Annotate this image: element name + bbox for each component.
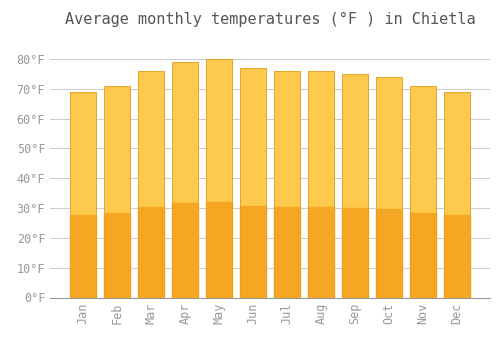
- Bar: [240, 68, 266, 298]
- Bar: [206, 59, 232, 298]
- Bar: [172, 62, 198, 298]
- Bar: [104, 213, 130, 298]
- Bar: [342, 74, 368, 298]
- Bar: [104, 86, 130, 298]
- Bar: [376, 209, 402, 298]
- Bar: [138, 71, 164, 297]
- Bar: [70, 215, 96, 298]
- Bar: [206, 202, 232, 298]
- Bar: [240, 68, 266, 298]
- Bar: [376, 77, 402, 298]
- Bar: [70, 92, 96, 298]
- Bar: [410, 213, 436, 298]
- Bar: [444, 215, 470, 298]
- Bar: [172, 203, 198, 298]
- Bar: [274, 71, 300, 297]
- Bar: [410, 86, 436, 298]
- Bar: [240, 206, 266, 298]
- Bar: [104, 86, 130, 298]
- Bar: [308, 71, 334, 297]
- Bar: [308, 71, 334, 297]
- Bar: [274, 71, 300, 297]
- Title: Average monthly temperatures (°F ) in Chietla: Average monthly temperatures (°F ) in Ch…: [64, 12, 476, 27]
- Bar: [70, 92, 96, 298]
- Bar: [138, 207, 164, 298]
- Bar: [444, 92, 470, 298]
- Bar: [444, 92, 470, 298]
- Bar: [342, 208, 368, 298]
- Bar: [308, 207, 334, 298]
- Bar: [342, 74, 368, 298]
- Bar: [376, 77, 402, 298]
- Bar: [206, 59, 232, 298]
- Bar: [172, 62, 198, 298]
- Bar: [138, 71, 164, 297]
- Bar: [274, 207, 300, 298]
- Bar: [410, 86, 436, 298]
